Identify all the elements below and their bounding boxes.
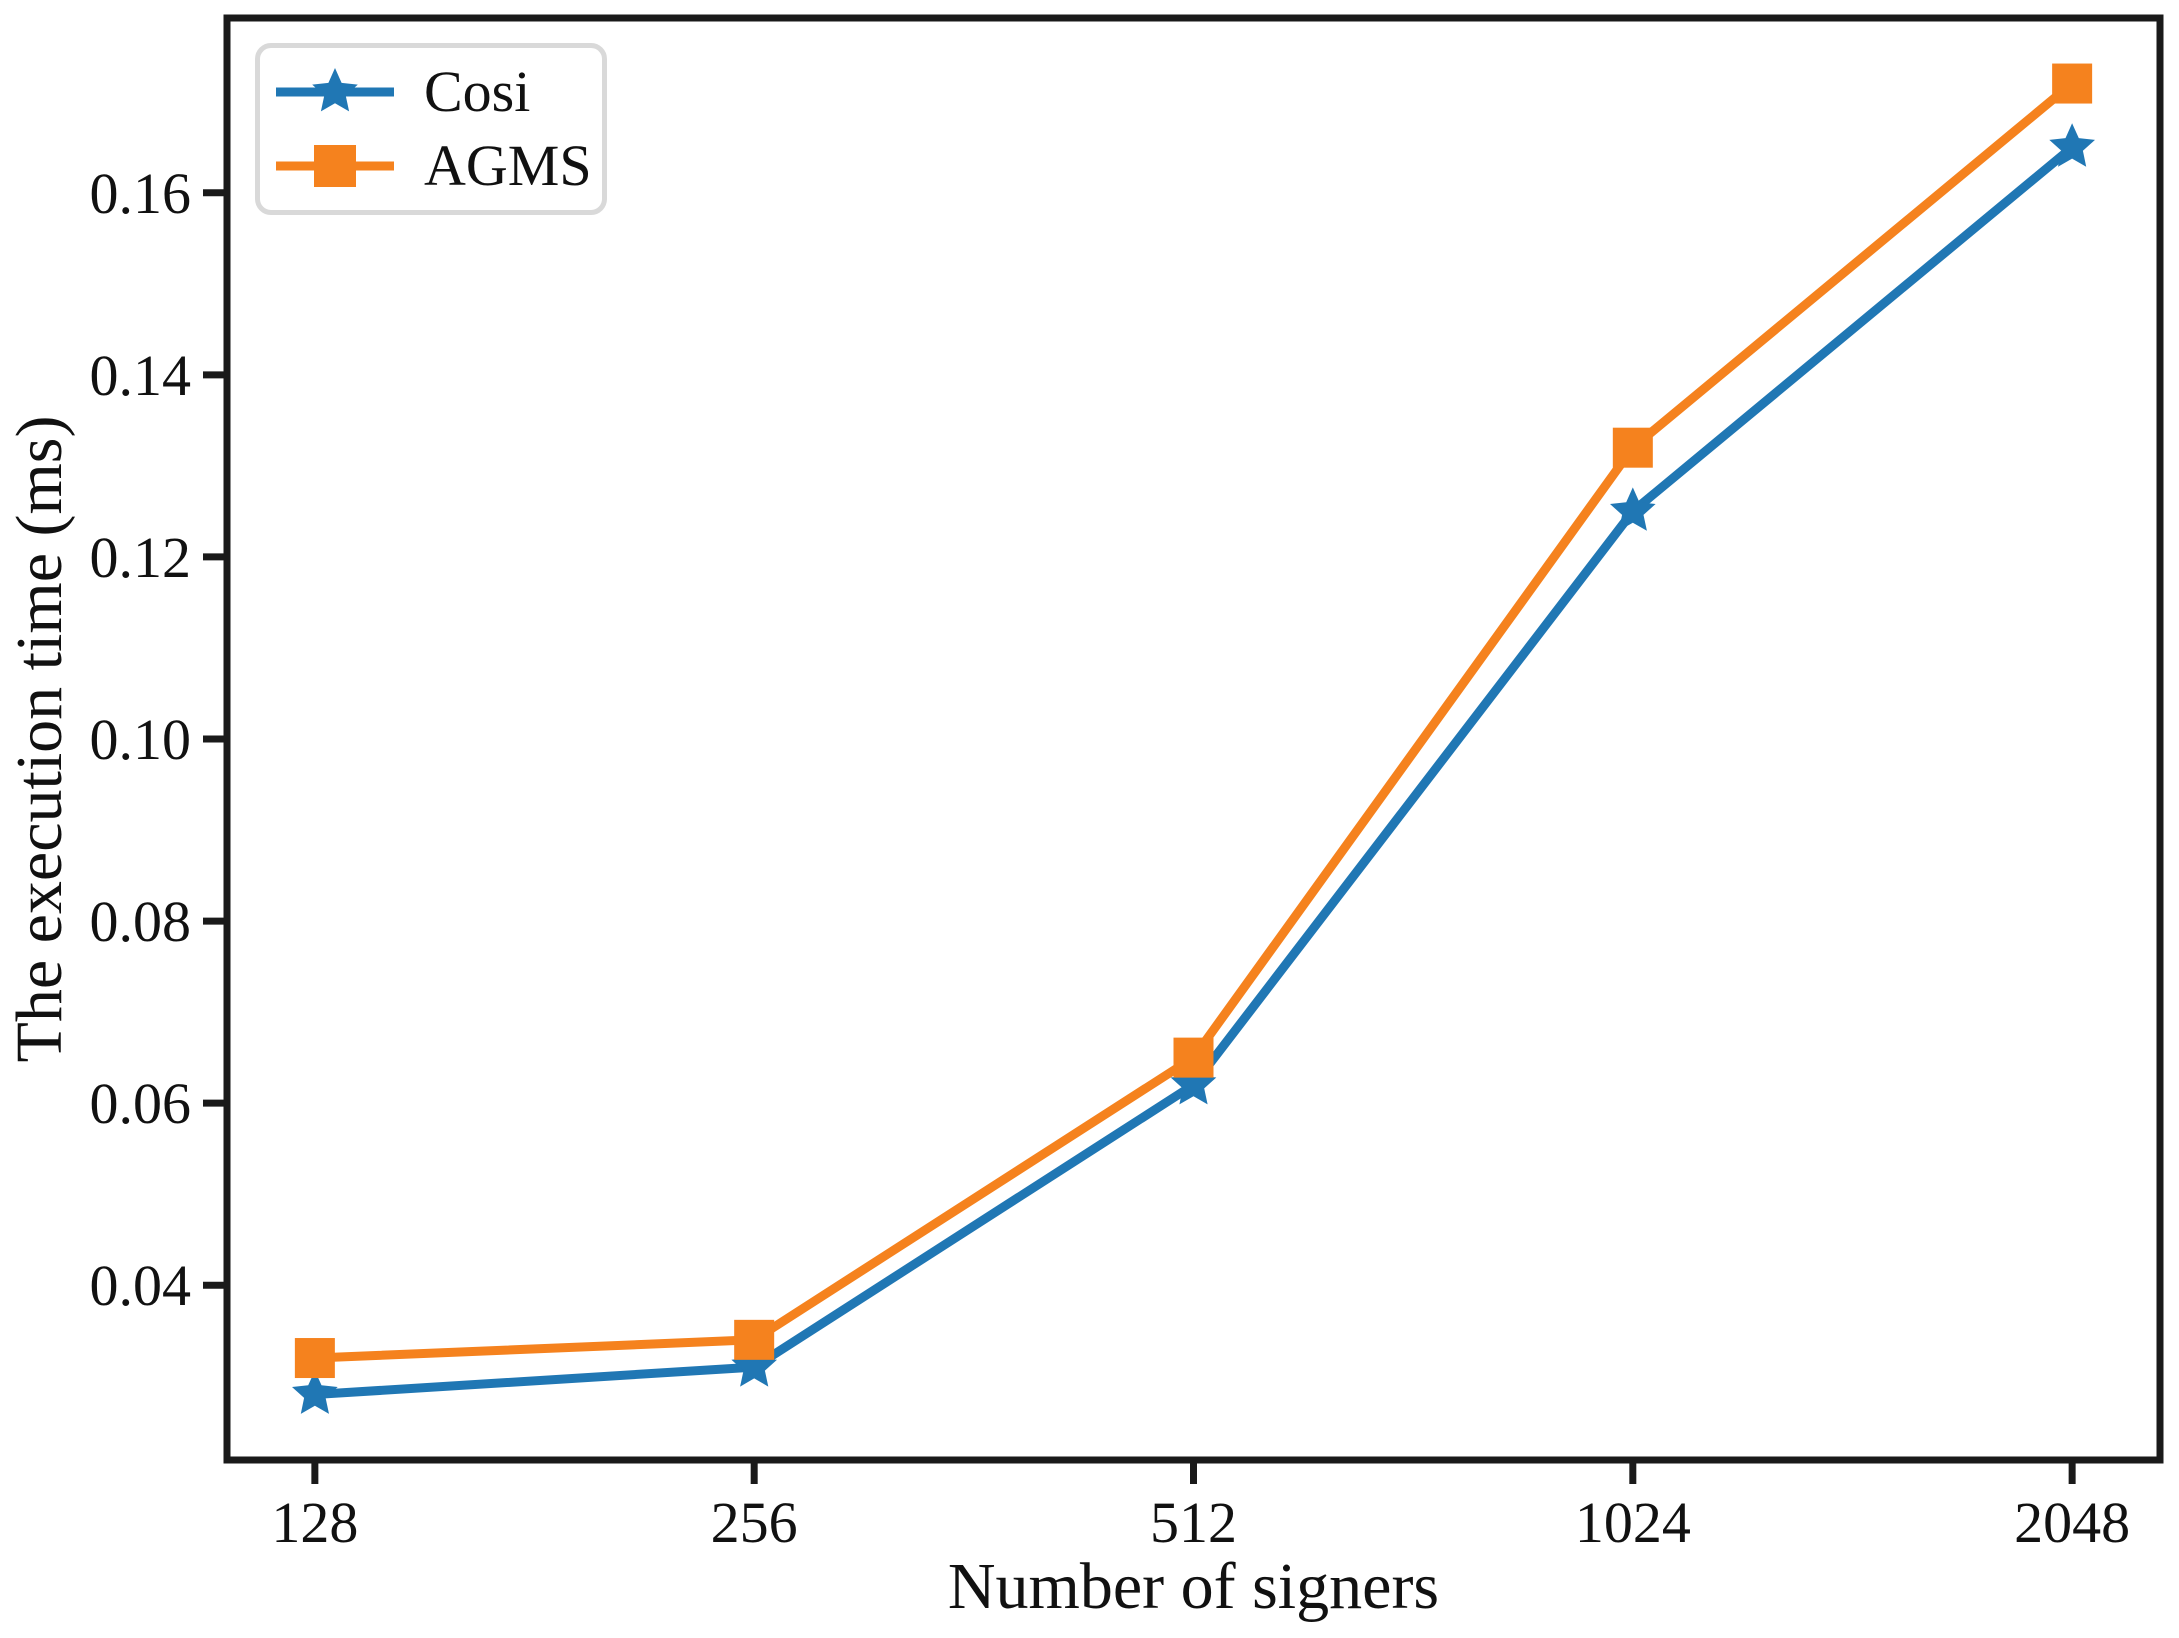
legend-label-cosi: Cosi <box>424 59 531 124</box>
square-marker-icon <box>276 145 394 187</box>
legend-item-cosi: Cosi <box>274 62 602 122</box>
square-marker-icon <box>2052 63 2093 104</box>
y-tick-label: 0.06 <box>90 1071 192 1136</box>
series-line-agms <box>314 80 2075 1363</box>
y-tick-label: 0.16 <box>90 161 192 226</box>
legend: Cosi AGMS <box>255 43 607 215</box>
x-tick-label: 512 <box>1150 1490 1237 1555</box>
y-tick-label: 0.04 <box>90 1253 192 1318</box>
x-tick-label: 2048 <box>2014 1490 2130 1555</box>
x-axis-label: Number of signers <box>947 1550 1440 1623</box>
series-line-cosi <box>314 143 2075 1399</box>
star-marker-icon <box>1610 487 1656 531</box>
star-marker-icon <box>1170 1060 1217 1105</box>
y-tick-label: 0.12 <box>90 525 192 590</box>
legend-item-agms: AGMS <box>274 136 602 196</box>
star-marker-icon <box>731 1343 777 1387</box>
y-tick-label: 0.08 <box>90 889 192 954</box>
legend-label-agms: AGMS <box>424 133 592 198</box>
plot-border <box>223 14 2164 1464</box>
x-tick-label: 128 <box>271 1490 358 1555</box>
x-tick-label: 256 <box>711 1490 798 1555</box>
star-marker-icon <box>2049 123 2095 167</box>
y-axis-label: The execution time (ms) <box>3 415 76 1063</box>
square-marker-icon <box>1612 427 1653 468</box>
x-tick-label: 1024 <box>1575 1490 1691 1555</box>
square-marker-icon <box>1173 1037 1214 1078</box>
square-marker-icon <box>294 1338 335 1379</box>
star-marker-icon <box>276 68 394 112</box>
square-marker-icon <box>734 1319 775 1360</box>
y-tick-label: 0.14 <box>90 343 192 408</box>
y-tick-label: 0.10 <box>90 707 192 772</box>
star-marker-icon <box>292 1370 338 1414</box>
